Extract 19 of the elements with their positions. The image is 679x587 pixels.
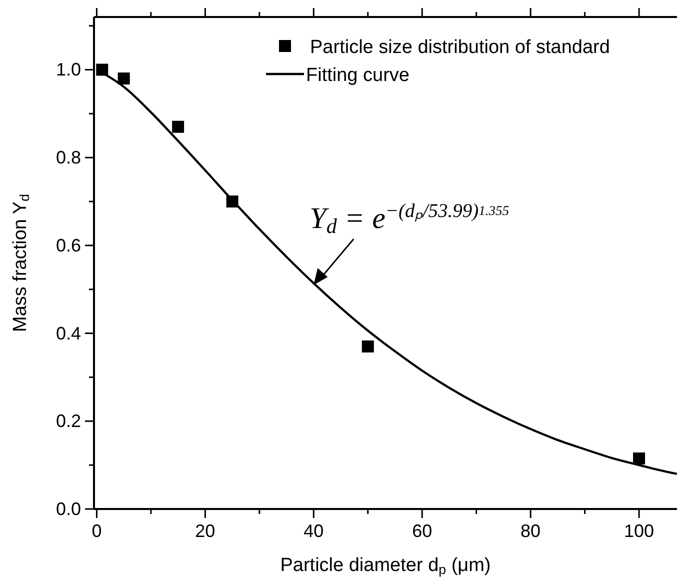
point (118, 72, 130, 84)
y-tick-label: 0.6 (56, 235, 81, 256)
x-tick-label: 80 (520, 521, 541, 541)
point (633, 452, 646, 464)
x-tick-label: 60 (412, 521, 432, 541)
x-tick-label: 0 (92, 521, 102, 541)
y-tick-label: 0.4 (56, 323, 81, 344)
point (172, 120, 184, 133)
x-tick-label: 100 (624, 521, 654, 541)
x-tick-label: 20 (195, 521, 216, 541)
y-tick-label: 0.0 (56, 499, 81, 519)
x-tick-label: 40 (304, 521, 324, 541)
y-tick-label: 0.8 (56, 148, 81, 168)
legend-label: Particle size distribution of standard (310, 37, 610, 58)
y-tick-label: 1.0 (56, 60, 81, 80)
x-axis-title: Particle diameter d$_{p}$ (μm) (280, 555, 491, 578)
y-tick-label: 0.2 (56, 411, 81, 432)
legend-label: Fitting curve (306, 65, 410, 86)
point (362, 340, 374, 352)
